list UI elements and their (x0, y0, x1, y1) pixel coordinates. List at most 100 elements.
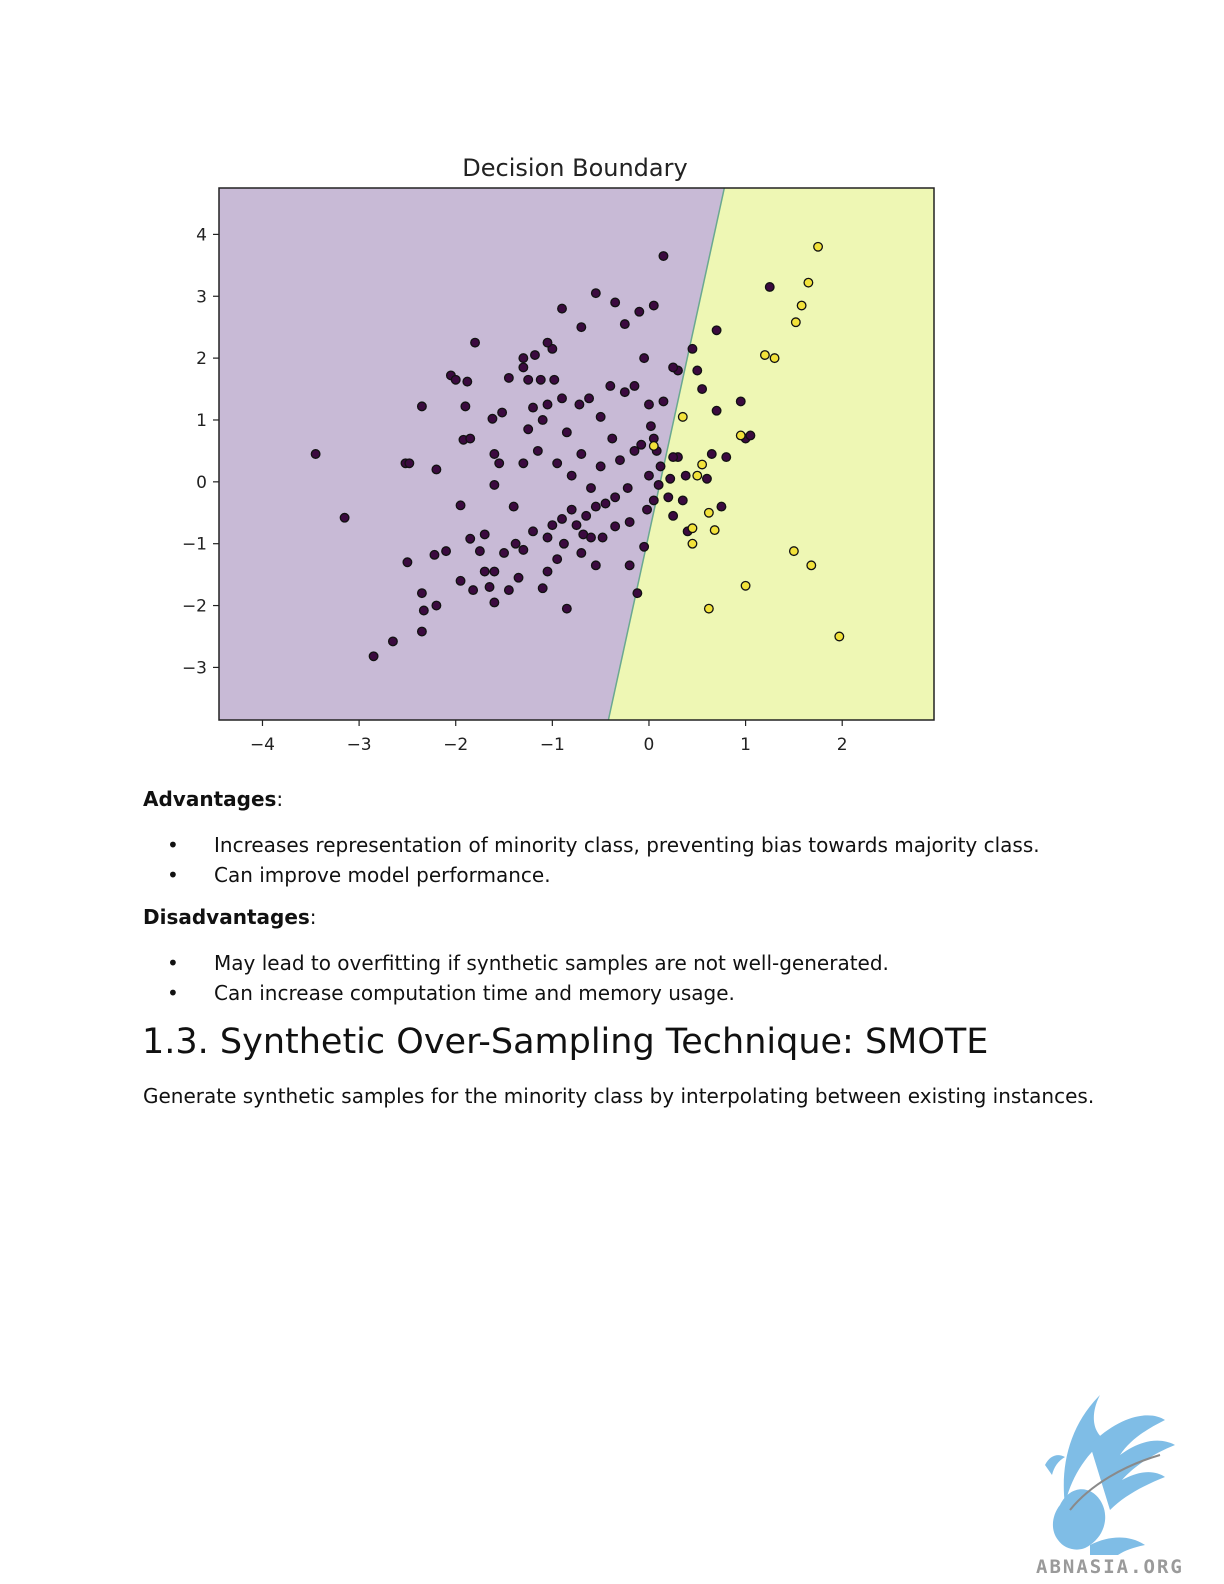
point-class-0 (610, 492, 621, 503)
point-class-1 (834, 631, 845, 642)
x-tick-label: 2 (837, 735, 848, 755)
y-tick-label: 2 (196, 349, 207, 369)
point-class-0 (450, 374, 461, 385)
point-class-0 (489, 479, 500, 490)
point-class-0 (416, 401, 427, 412)
point-class-0 (561, 427, 572, 438)
point-class-0 (460, 401, 471, 412)
point-class-0 (404, 458, 415, 469)
point-class-0 (518, 544, 529, 555)
point-class-0 (576, 322, 587, 333)
point-class-0 (668, 510, 679, 521)
point-class-0 (552, 458, 563, 469)
point-class-1 (687, 523, 698, 534)
point-class-0 (764, 282, 775, 292)
point-class-0 (547, 520, 558, 531)
point-class-0 (605, 381, 616, 391)
point-class-1 (796, 300, 807, 311)
point-class-0 (387, 636, 398, 647)
point-class-0 (537, 415, 548, 425)
point-class-0 (542, 532, 553, 543)
point-class-0 (441, 546, 452, 557)
point-class-0 (711, 405, 722, 416)
point-class-0 (542, 399, 553, 410)
point-class-0 (489, 449, 500, 459)
advantages-colon: : (276, 787, 284, 811)
point-class-0 (576, 548, 587, 558)
point-class-0 (513, 572, 524, 583)
point-class-0 (465, 533, 476, 544)
point-class-0 (487, 413, 498, 424)
point-class-0 (499, 548, 509, 558)
point-class-0 (619, 319, 630, 330)
point-class-0 (701, 473, 712, 484)
point-class-0 (668, 452, 679, 463)
point-class-1 (703, 603, 714, 614)
x-tick-label: −3 (347, 735, 372, 755)
point-class-0 (518, 362, 529, 373)
point-class-0 (503, 372, 514, 383)
y-tick-label: 3 (196, 287, 207, 307)
point-class-0 (310, 449, 321, 459)
point-class-0 (518, 458, 529, 469)
disadvantages-label: Disadvantages: (143, 905, 317, 929)
point-class-0 (745, 430, 756, 441)
y-tick-label: 1 (196, 411, 207, 431)
x-tick-label: −4 (250, 735, 275, 755)
point-class-0 (687, 343, 698, 354)
point-class-1 (677, 411, 688, 422)
point-class-0 (644, 470, 654, 481)
point-class-0 (503, 585, 514, 596)
point-class-0 (642, 504, 652, 515)
point-class-0 (465, 433, 476, 444)
point-class-0 (648, 495, 659, 506)
point-class-0 (574, 399, 585, 410)
y-tick-label: −1 (182, 535, 207, 555)
point-class-0 (455, 500, 466, 511)
point-class-0 (590, 560, 601, 571)
point-class-0 (402, 557, 413, 568)
point-class-0 (489, 566, 500, 577)
point-class-0 (542, 566, 553, 577)
point-class-0 (339, 512, 350, 523)
x-tick-label: −2 (443, 735, 468, 755)
point-class-0 (648, 300, 659, 311)
point-class-1 (803, 277, 814, 288)
point-class-0 (528, 402, 538, 413)
point-class-0 (416, 626, 427, 637)
point-class-0 (645, 421, 656, 432)
advantages-label: Advantages: (143, 787, 283, 811)
point-class-0 (590, 501, 601, 512)
point-class-0 (518, 353, 529, 364)
point-class-0 (431, 464, 442, 475)
decision-boundary-line (607, 187, 726, 721)
x-tick-label: 1 (740, 735, 751, 755)
point-class-0 (663, 492, 674, 503)
advantages-label-text: Advantages (143, 787, 277, 811)
point-class-0 (558, 538, 569, 549)
point-class-0 (557, 514, 567, 524)
point-class-1 (735, 430, 746, 441)
point-class-0 (624, 560, 635, 571)
point-class-0 (455, 575, 466, 586)
point-class-0 (619, 387, 630, 398)
disadvantages-colon: : (309, 905, 317, 929)
point-class-0 (552, 554, 563, 565)
griffin-logo-icon (1045, 1395, 1175, 1555)
point-class-0 (537, 583, 548, 594)
x-tick-label: −1 (540, 735, 565, 755)
point-class-1 (703, 507, 714, 518)
x-tick-label: 0 (644, 735, 655, 755)
plot-frame (218, 187, 935, 721)
point-class-0 (677, 495, 688, 506)
point-class-0 (629, 445, 640, 456)
point-class-0 (721, 452, 732, 463)
point-class-1 (788, 546, 799, 557)
list-item: Can improve model performance. (143, 860, 1040, 890)
point-class-1 (769, 353, 780, 364)
point-class-0 (523, 424, 534, 435)
point-class-0 (557, 393, 567, 404)
point-class-0 (639, 353, 650, 364)
point-class-0 (542, 337, 553, 348)
y-tick-label: −3 (182, 658, 207, 678)
